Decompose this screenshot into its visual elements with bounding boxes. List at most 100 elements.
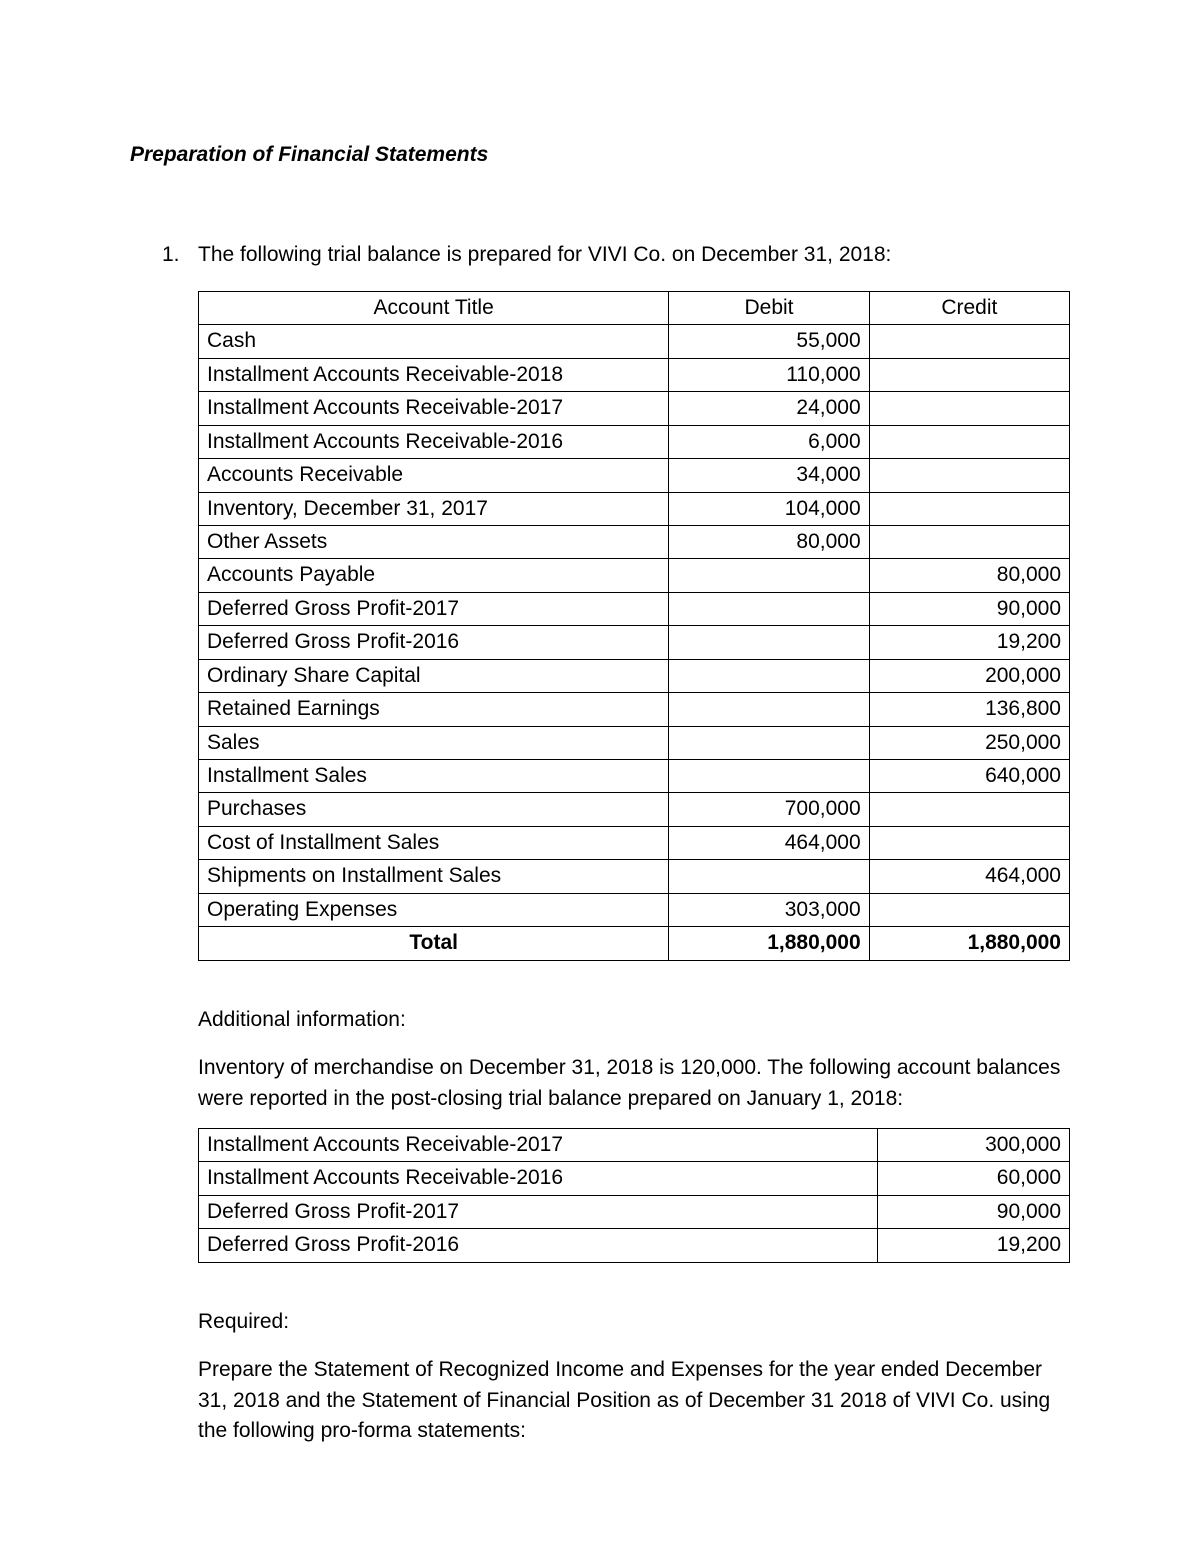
header-account: Account Title (199, 291, 669, 324)
credit-cell (869, 325, 1069, 358)
header-credit: Credit (869, 291, 1069, 324)
total-credit: 1,880,000 (869, 927, 1069, 960)
info-label-cell: Deferred Gross Profit-2017 (199, 1195, 878, 1228)
table-row: Cash55,000 (199, 325, 1070, 358)
account-cell: Installment Sales (199, 760, 669, 793)
table-row: Installment Accounts Receivable-2017300,… (199, 1128, 1070, 1161)
credit-cell: 136,800 (869, 693, 1069, 726)
total-label: Total (199, 927, 669, 960)
table-row: Deferred Gross Profit-2016 19,200 (199, 626, 1070, 659)
info-value-cell: 60,000 (878, 1162, 1070, 1195)
total-debit: 1,880,000 (669, 927, 869, 960)
table-row: Retained Earnings 136,800 (199, 693, 1070, 726)
credit-cell (869, 793, 1069, 826)
table-row: Installment Accounts Receivable-20166,00… (199, 425, 1070, 458)
credit-cell (869, 525, 1069, 558)
credit-cell: 80,000 (869, 559, 1069, 592)
table-row: Installment Sales 640,000 (199, 760, 1070, 793)
account-cell: Accounts Payable (199, 559, 669, 592)
account-cell: Installment Accounts Receivable-2018 (199, 358, 669, 391)
debit-cell (669, 760, 869, 793)
required-text: Prepare the Statement of Recognized Inco… (198, 1355, 1070, 1446)
credit-cell (869, 392, 1069, 425)
question-number: 1. (162, 240, 198, 270)
account-cell: Installment Accounts Receivable-2016 (199, 425, 669, 458)
account-cell: Retained Earnings (199, 693, 669, 726)
table-row: Other Assets80,000 (199, 525, 1070, 558)
credit-cell (869, 459, 1069, 492)
debit-cell: 464,000 (669, 826, 869, 859)
account-cell: Installment Accounts Receivable-2017 (199, 392, 669, 425)
debit-cell: 55,000 (669, 325, 869, 358)
table-row: Purchases700,000 (199, 793, 1070, 826)
info-value-cell: 90,000 (878, 1195, 1070, 1228)
debit-cell (669, 726, 869, 759)
document-title: Preparation of Financial Statements (130, 140, 1070, 170)
table-row: Shipments on Installment Sales 464,000 (199, 860, 1070, 893)
content-block: Account Title Debit Credit Cash55,000Ins… (198, 291, 1070, 1447)
credit-cell: 640,000 (869, 760, 1069, 793)
debit-cell (669, 592, 869, 625)
table-row: Ordinary Share Capital200,000 (199, 659, 1070, 692)
credit-cell: 19,200 (869, 626, 1069, 659)
debit-cell (669, 559, 869, 592)
info-value-cell: 300,000 (878, 1128, 1070, 1161)
account-cell: Cost of Installment Sales (199, 826, 669, 859)
total-row: Total 1,880,000 1,880,000 (199, 927, 1070, 960)
credit-cell: 464,000 (869, 860, 1069, 893)
trial-balance-table: Account Title Debit Credit Cash55,000Ins… (198, 291, 1070, 961)
question-row: 1. The following trial balance is prepar… (130, 240, 1070, 270)
credit-cell (869, 425, 1069, 458)
debit-cell (669, 659, 869, 692)
table-row: Sales 250,000 (199, 726, 1070, 759)
account-cell: Other Assets (199, 525, 669, 558)
credit-cell: 250,000 (869, 726, 1069, 759)
additional-info-text: Inventory of merchandise on December 31,… (198, 1053, 1070, 1114)
debit-cell: 104,000 (669, 492, 869, 525)
account-cell: Shipments on Installment Sales (199, 860, 669, 893)
account-cell: Cash (199, 325, 669, 358)
debit-cell: 24,000 (669, 392, 869, 425)
table-row: Cost of Installment Sales464,000 (199, 826, 1070, 859)
account-cell: Operating Expenses (199, 893, 669, 926)
table-row: Installment Accounts Receivable-2018110,… (199, 358, 1070, 391)
info-label-cell: Installment Accounts Receivable-2017 (199, 1128, 878, 1161)
table-row: Installment Accounts Receivable-201724,0… (199, 392, 1070, 425)
table-row: Deferred Gross Profit-201790,000 (199, 1195, 1070, 1228)
page: Preparation of Financial Statements 1. T… (0, 0, 1200, 1560)
debit-cell (669, 860, 869, 893)
account-cell: Deferred Gross Profit-2017 (199, 592, 669, 625)
debit-cell: 700,000 (669, 793, 869, 826)
header-debit: Debit (669, 291, 869, 324)
required-heading: Required: (198, 1307, 1070, 1337)
credit-cell: 90,000 (869, 592, 1069, 625)
account-cell: Purchases (199, 793, 669, 826)
account-cell: Accounts Receivable (199, 459, 669, 492)
table-row: Accounts Payable 80,000 (199, 559, 1070, 592)
credit-cell: 200,000 (869, 659, 1069, 692)
debit-cell: 80,000 (669, 525, 869, 558)
debit-cell: 110,000 (669, 358, 869, 391)
debit-cell: 34,000 (669, 459, 869, 492)
account-cell: Sales (199, 726, 669, 759)
info-label-cell: Installment Accounts Receivable-2016 (199, 1162, 878, 1195)
account-cell: Inventory, December 31, 2017 (199, 492, 669, 525)
account-cell: Deferred Gross Profit-2016 (199, 626, 669, 659)
credit-cell (869, 358, 1069, 391)
debit-cell: 303,000 (669, 893, 869, 926)
additional-info-heading: Additional information: (198, 1005, 1070, 1035)
table-row: Deferred Gross Profit-201619,200 (199, 1229, 1070, 1262)
credit-cell (869, 826, 1069, 859)
info-value-cell: 19,200 (878, 1229, 1070, 1262)
info-label-cell: Deferred Gross Profit-2016 (199, 1229, 878, 1262)
table-row: Inventory, December 31, 2017104,000 (199, 492, 1070, 525)
credit-cell (869, 893, 1069, 926)
table-row: Operating Expenses303,000 (199, 893, 1070, 926)
debit-cell (669, 693, 869, 726)
question-text: The following trial balance is prepared … (198, 240, 1070, 270)
table-row: Deferred Gross Profit-2017 90,000 (199, 592, 1070, 625)
debit-cell (669, 626, 869, 659)
table-header-row: Account Title Debit Credit (199, 291, 1070, 324)
table-row: Accounts Receivable34,000 (199, 459, 1070, 492)
table-row: Installment Accounts Receivable-201660,0… (199, 1162, 1070, 1195)
